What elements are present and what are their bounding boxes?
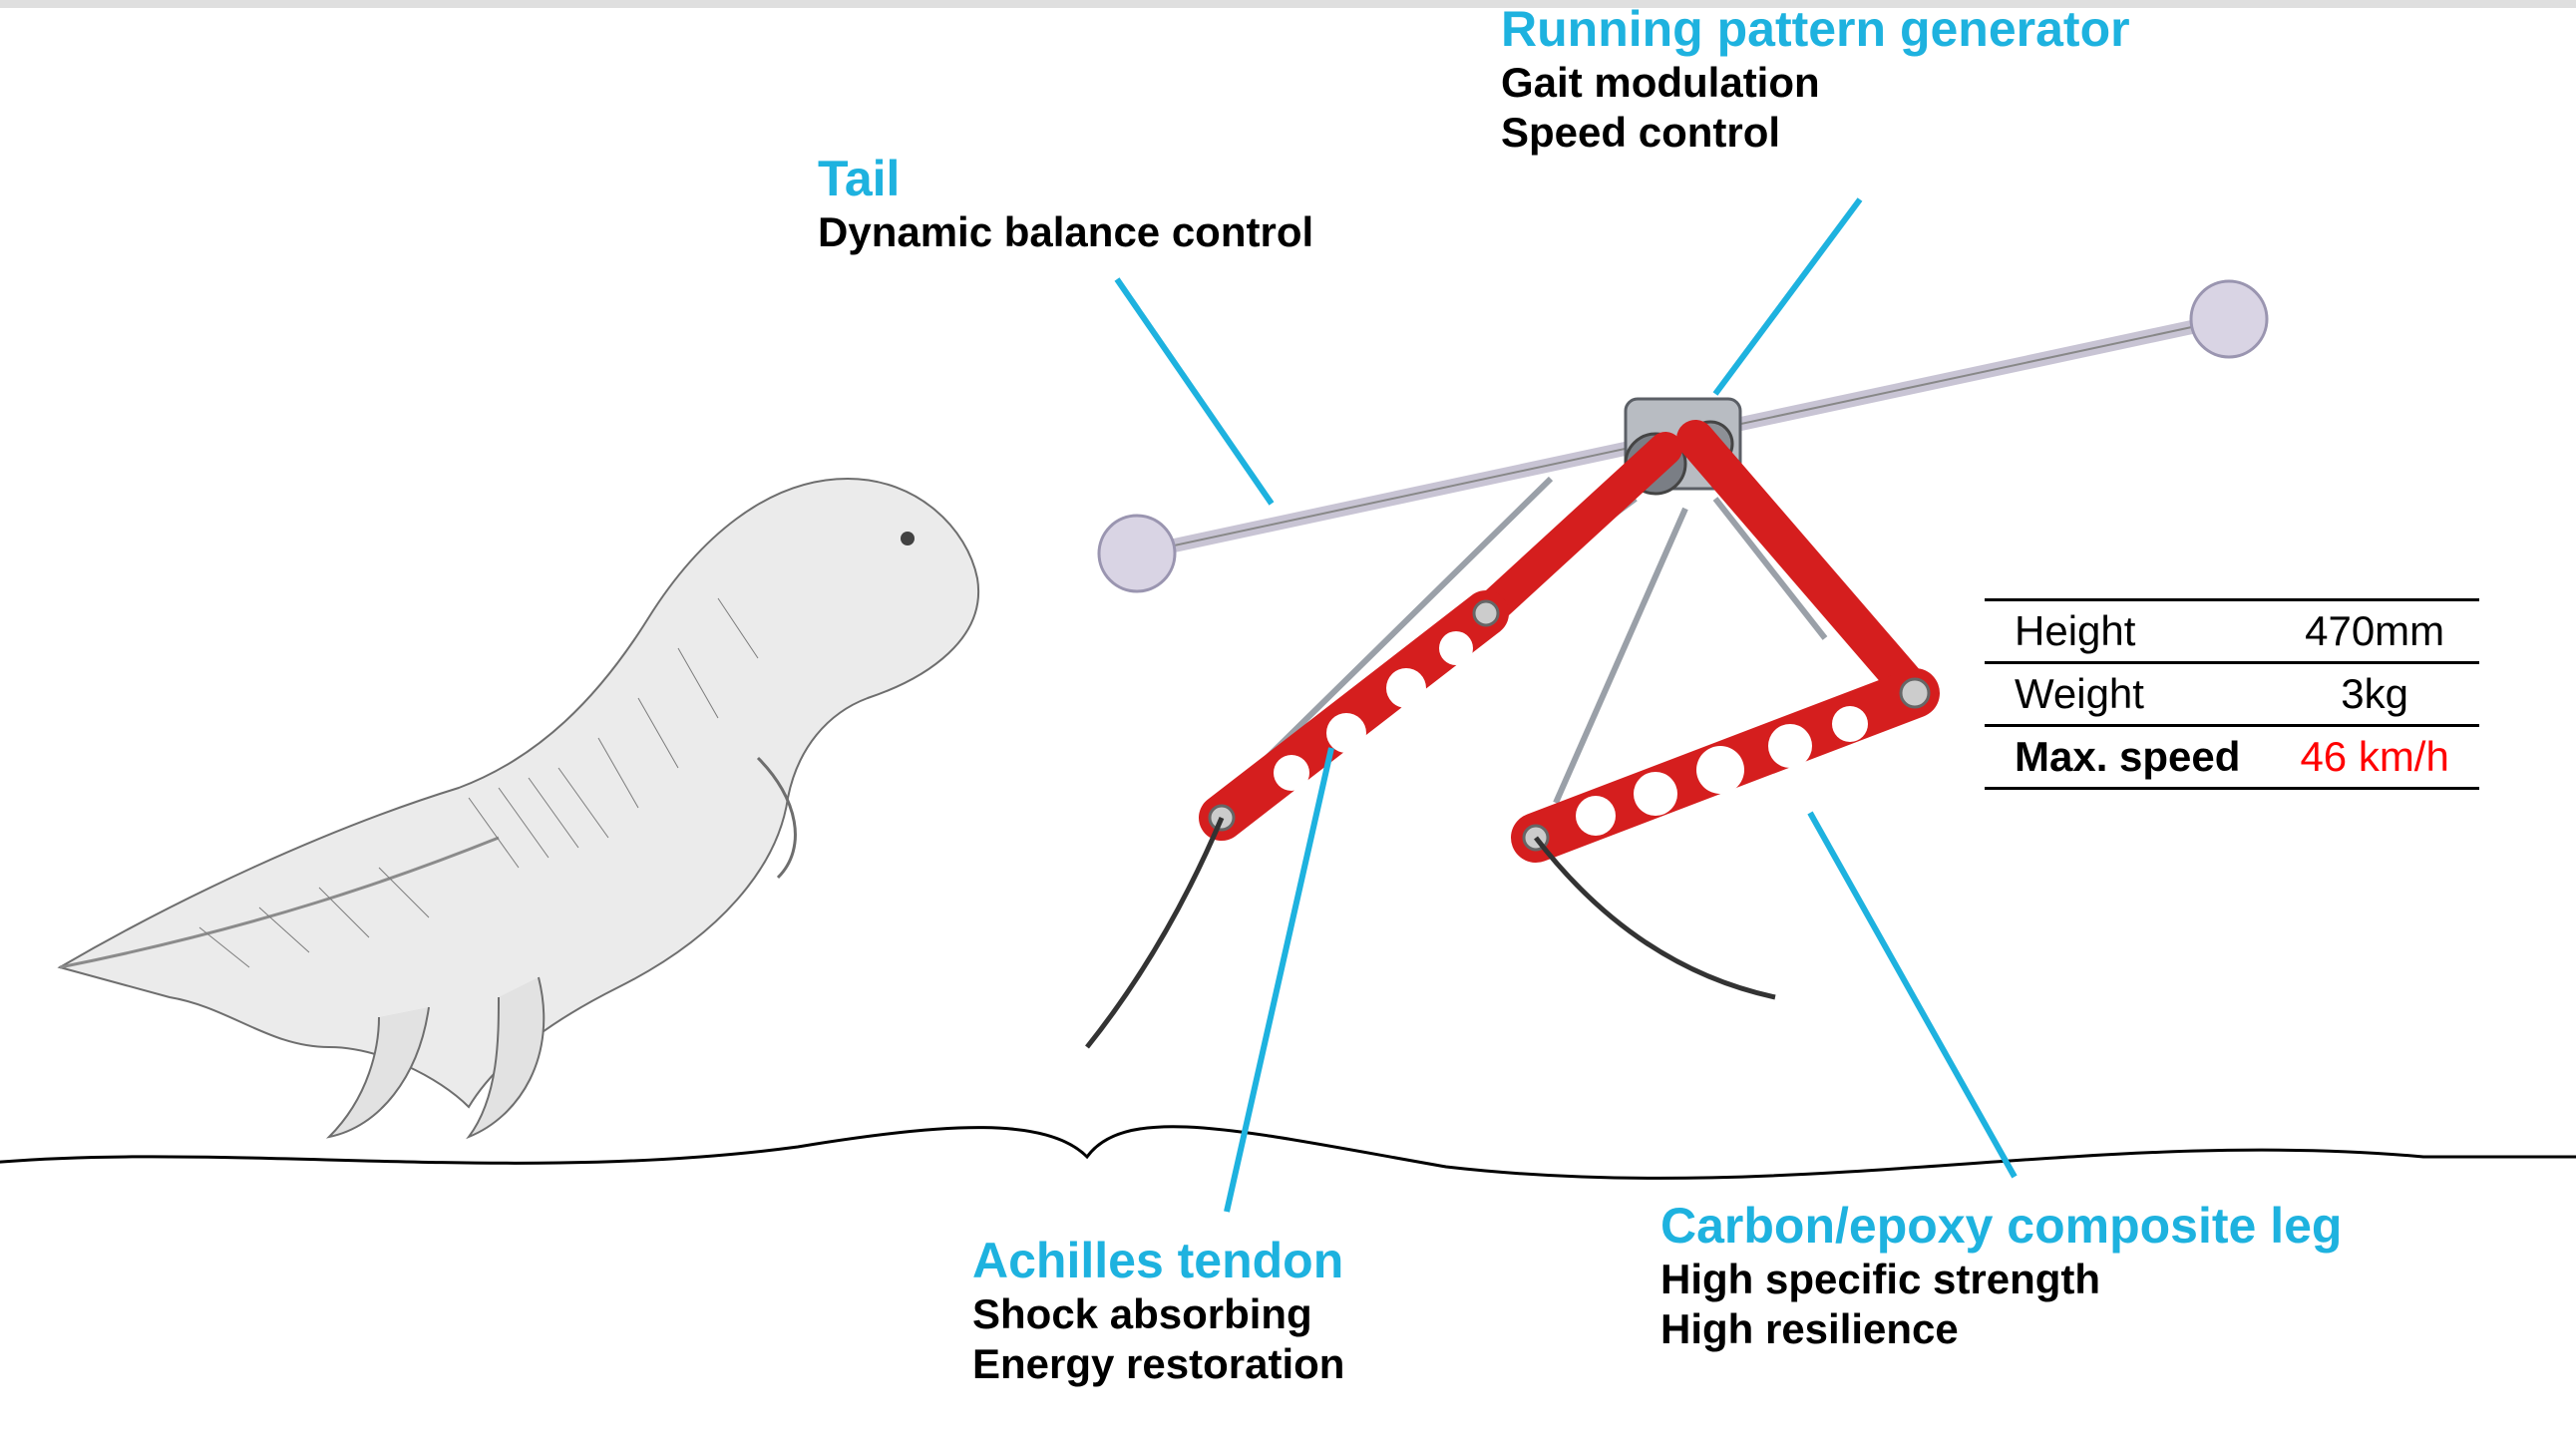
callout-rpg-title: Running pattern generator bbox=[1501, 0, 2130, 58]
callout-achilles-title: Achilles tendon bbox=[972, 1232, 1344, 1289]
spec-label: Weight bbox=[1985, 663, 2270, 726]
callout-line-rpg bbox=[1715, 199, 1860, 394]
achilles-tendon-strut bbox=[1252, 479, 1551, 773]
callout-rpg: Running pattern generator Gait modulatio… bbox=[1501, 0, 2130, 159]
shin-b bbox=[1222, 613, 1486, 818]
motor-hub bbox=[1626, 399, 1740, 494]
callout-leg-sub2: High resilience bbox=[1660, 1304, 2342, 1354]
spec-row-height: Height 470mm bbox=[1985, 600, 2479, 663]
spec-label: Height bbox=[1985, 600, 2270, 663]
callout-tail: Tail Dynamic balance control bbox=[818, 150, 1313, 257]
spec-label: Max. speed bbox=[1985, 726, 2270, 789]
callout-line-leg bbox=[1810, 813, 2015, 1177]
callout-leg-title: Carbon/epoxy composite leg bbox=[1660, 1197, 2342, 1255]
callout-achilles-sub1: Shock absorbing bbox=[972, 1289, 1344, 1339]
velociraptor-sketch bbox=[60, 479, 978, 1137]
spec-row-weight: Weight 3kg bbox=[1985, 663, 2479, 726]
foot-b bbox=[1087, 818, 1222, 1047]
callout-achilles: Achilles tendon Shock absorbing Energy r… bbox=[972, 1232, 1344, 1390]
callout-leg-sub1: High specific strength bbox=[1660, 1255, 2342, 1304]
thigh-a bbox=[1695, 439, 1915, 693]
callout-rpg-sub1: Gait modulation bbox=[1501, 58, 2130, 108]
tail-ball-right bbox=[2191, 281, 2267, 357]
callout-line-tail bbox=[1117, 279, 1272, 504]
spec-value-highlight: 46 km/h bbox=[2270, 726, 2478, 789]
spec-row-maxspeed: Max. speed 46 km/h bbox=[1985, 726, 2479, 789]
callout-tail-title: Tail bbox=[818, 150, 1313, 207]
specs-table: Height 470mm Weight 3kg Max. speed 46 km… bbox=[1985, 598, 2479, 790]
thigh-b bbox=[1486, 449, 1665, 613]
callout-tail-sub1: Dynamic balance control bbox=[818, 207, 1313, 257]
spec-value: 470mm bbox=[2270, 600, 2478, 663]
callout-achilles-sub2: Energy restoration bbox=[972, 1339, 1344, 1389]
tail-bar bbox=[1137, 319, 2229, 553]
ground-line bbox=[0, 1127, 2576, 1179]
diagram-canvas: Tail Dynamic balance control Running pat… bbox=[0, 0, 2576, 1449]
callout-leg: Carbon/epoxy composite leg High specific… bbox=[1660, 1197, 2342, 1355]
shin-a bbox=[1536, 693, 1915, 838]
spec-value: 3kg bbox=[2270, 663, 2478, 726]
foot-a bbox=[1536, 838, 1775, 997]
callout-rpg-sub2: Speed control bbox=[1501, 108, 2130, 158]
tail-ball-left bbox=[1099, 516, 1175, 591]
callout-line-achilles bbox=[1227, 748, 1331, 1212]
